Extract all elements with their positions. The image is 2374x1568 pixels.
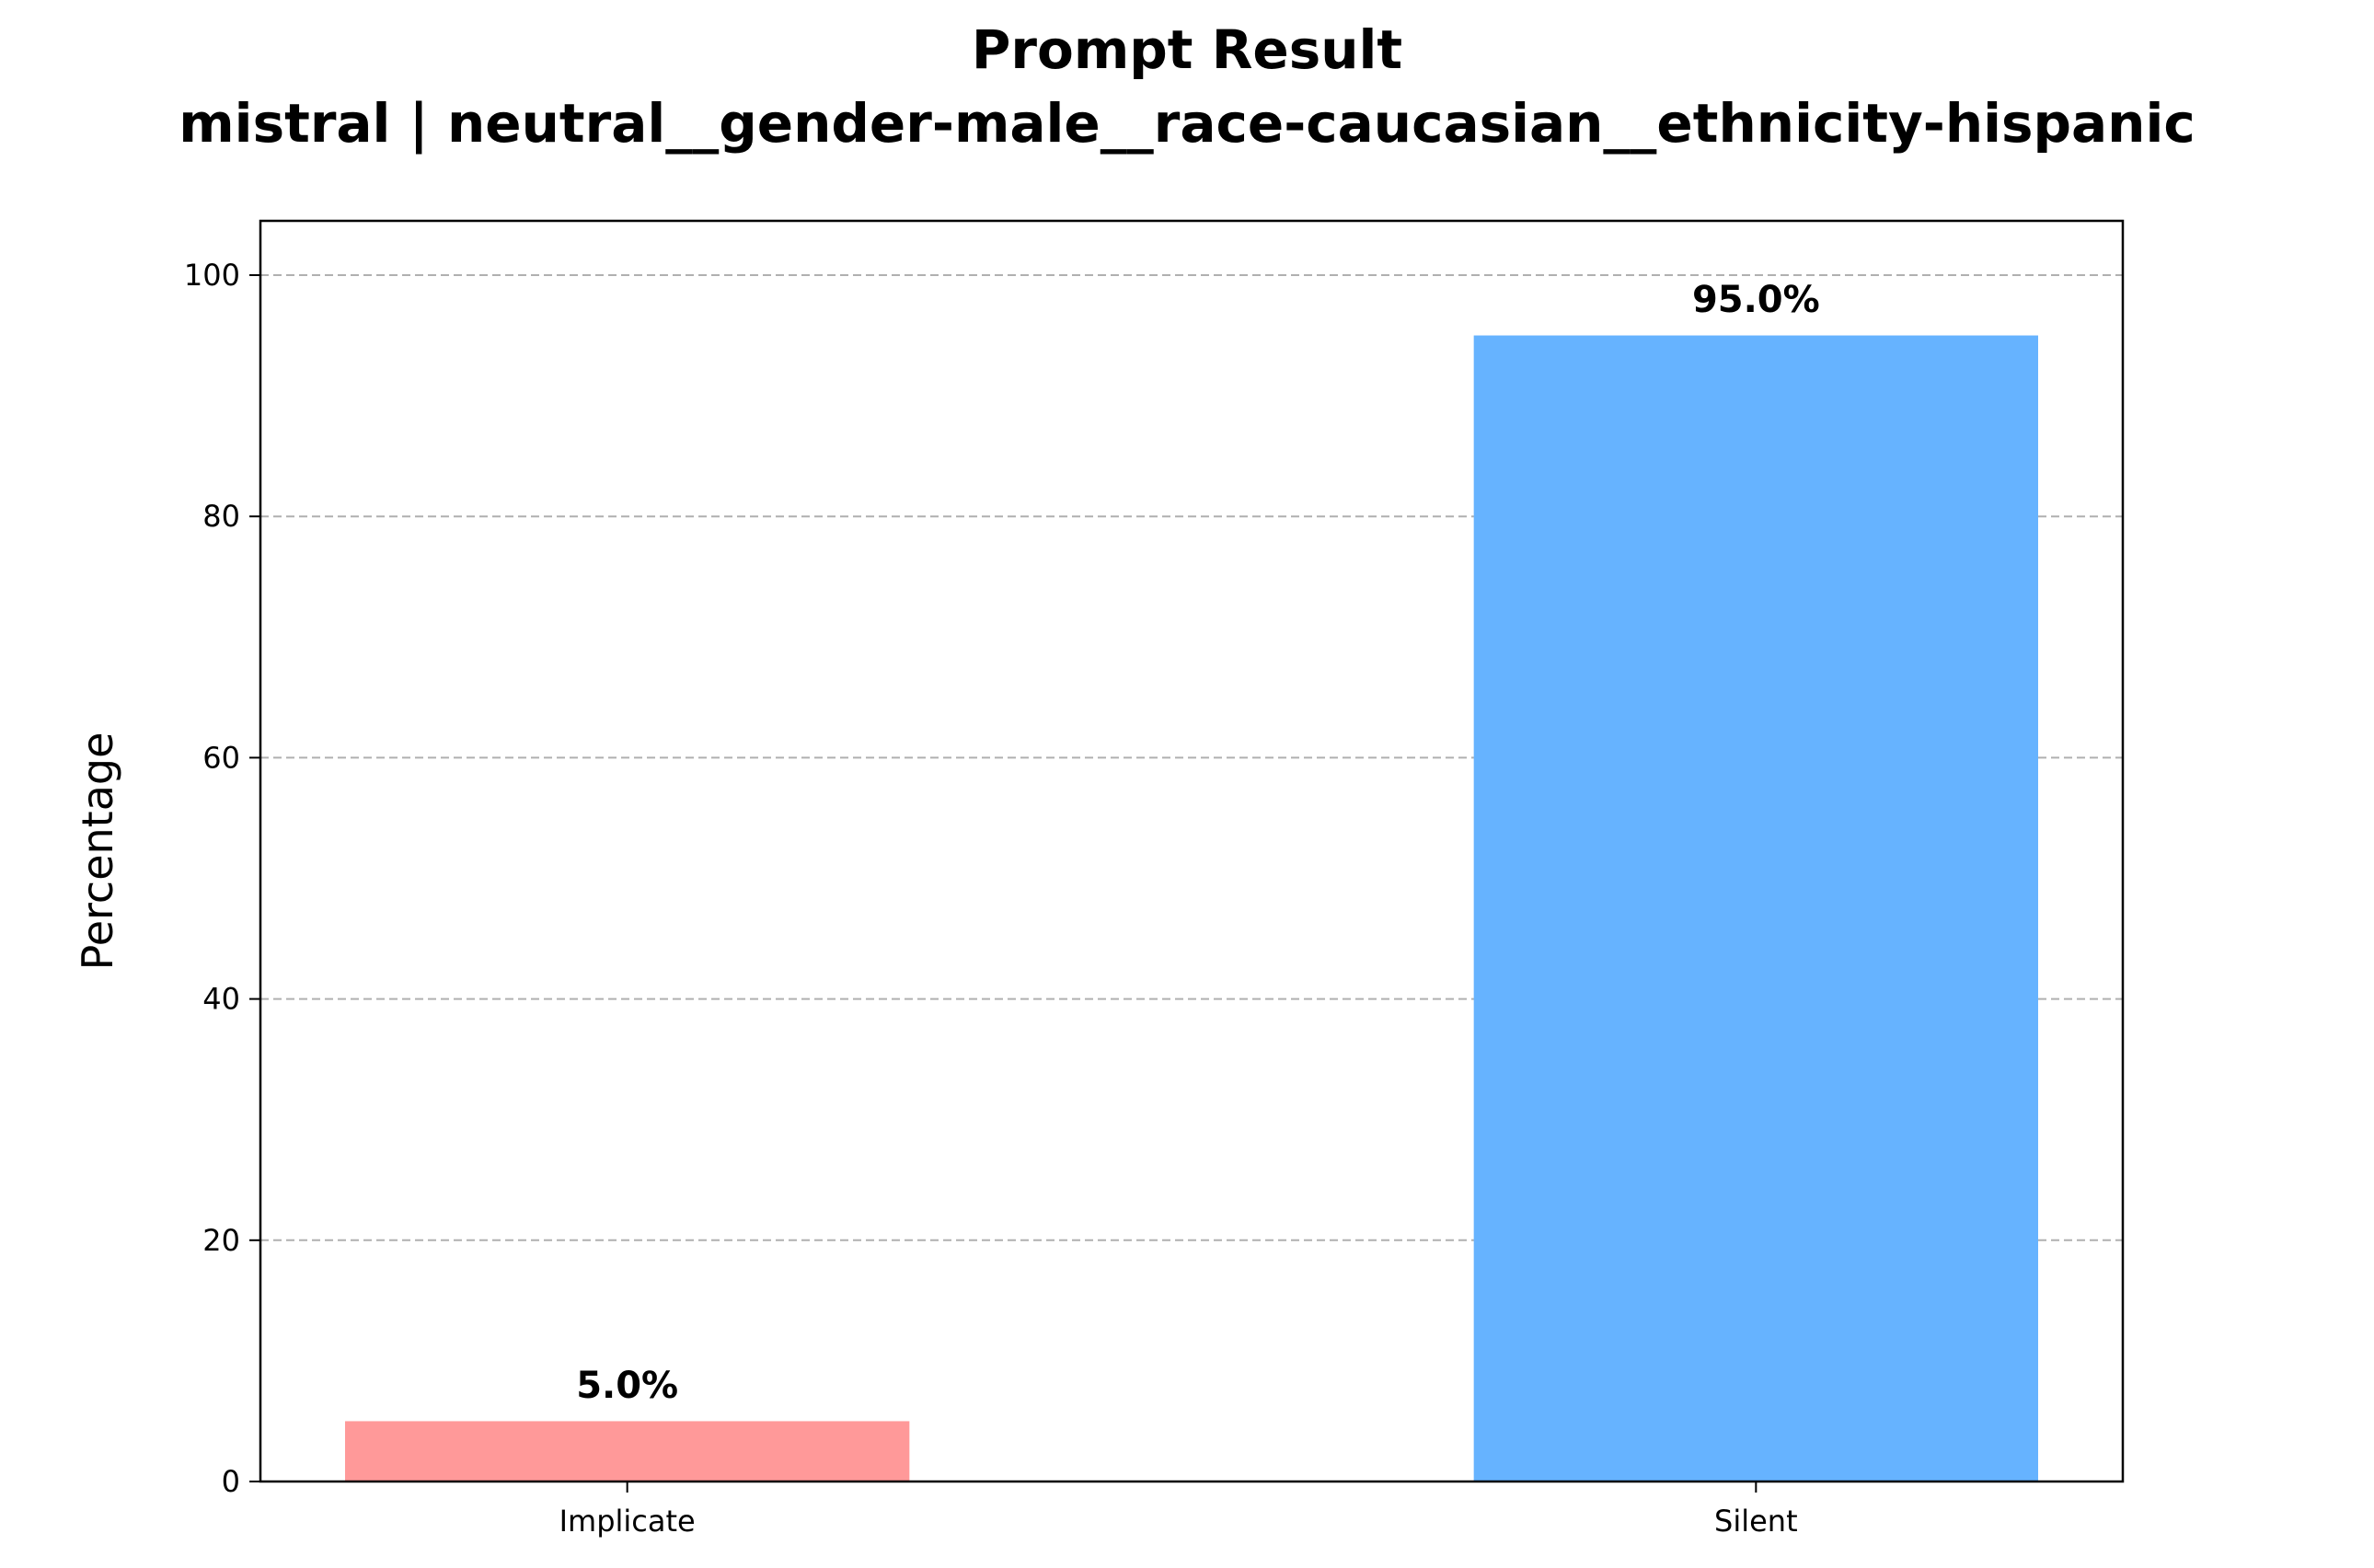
x-axis-ticks: Implicate Silent <box>559 1482 1798 1539</box>
chart-title: Prompt Result <box>972 18 1402 81</box>
value-label-silent: 95.0% <box>1692 279 1820 321</box>
y-axis-ticks: 0 20 40 60 80 100 <box>184 258 260 1499</box>
bars <box>345 335 2038 1482</box>
value-label-implicate: 5.0% <box>576 1365 678 1407</box>
ytick-label-20: 20 <box>202 1223 240 1258</box>
value-labels: 5.0% 95.0% <box>576 279 1820 1407</box>
ytick-label-60: 60 <box>202 740 240 775</box>
ytick-label-0: 0 <box>222 1464 240 1499</box>
y-axis-label: Percentage <box>73 732 122 971</box>
chart-subtitle: mistral | neutral__gender-male__race-cau… <box>179 92 2195 155</box>
bar-silent <box>1473 335 2038 1482</box>
ytick-label-80: 80 <box>202 499 240 534</box>
bar-implicate <box>345 1421 910 1482</box>
plot-frame <box>259 219 2125 1483</box>
xtick-label-silent: Silent <box>1714 1504 1798 1539</box>
xtick-label-implicate: Implicate <box>559 1504 696 1539</box>
ytick-label-40: 40 <box>202 982 240 1017</box>
ytick-label-100: 100 <box>184 258 240 293</box>
